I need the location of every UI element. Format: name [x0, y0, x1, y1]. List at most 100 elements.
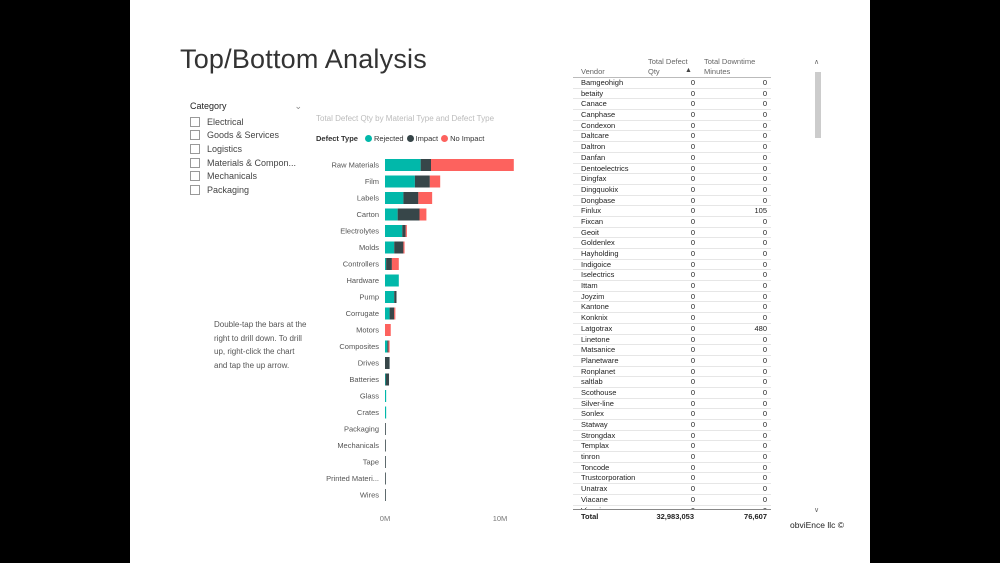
scroll-down-icon[interactable]: ∨	[814, 507, 820, 514]
bar-impact[interactable]	[414, 175, 430, 188]
column-header-vendor[interactable]: Vendor	[581, 67, 605, 76]
table-row[interactable]: Trustcorporation 0 0	[573, 473, 771, 485]
bar-no-impact[interactable]	[405, 225, 407, 237]
category-label[interactable]: Hardware	[346, 276, 379, 285]
table-row[interactable]: Indigoice 0 0	[573, 260, 771, 271]
table-row[interactable]: Dingfax 0 0	[573, 174, 771, 185]
bar-impact[interactable]	[385, 456, 386, 468]
bar-impact[interactable]	[385, 472, 386, 485]
column-header-total-defect-qty[interactable]: Total Defect Qty	[648, 57, 688, 76]
scroll-up-icon[interactable]: ∧	[814, 59, 820, 66]
table-row[interactable]: Strongdax 0 0	[573, 431, 771, 442]
checkbox[interactable]	[190, 184, 200, 195]
bar-impact[interactable]	[385, 489, 386, 501]
table-row[interactable]: Canphase 0 0	[573, 110, 771, 121]
category-label[interactable]: Composites	[339, 342, 379, 351]
bar-impact[interactable]	[389, 307, 395, 320]
table-scrollbar[interactable]: ∧ ∨	[814, 58, 822, 514]
bar-rejected[interactable]	[385, 274, 399, 287]
table-row[interactable]: Danfan 0 0	[573, 153, 771, 164]
table-row[interactable]: Silver-line 0 0	[573, 399, 771, 410]
table-row[interactable]: Unatrax 0 0	[573, 484, 771, 495]
bar-chart[interactable]: Raw Materials Film Labels Carton Electrolyte…	[316, 155, 516, 525]
category-label[interactable]: Printed Materi...	[326, 474, 379, 483]
bar-impact[interactable]	[385, 373, 390, 386]
bar-no-impact[interactable]	[385, 324, 391, 336]
table-row[interactable]: Latgotrax 0 480	[573, 324, 771, 335]
table-row[interactable]: Goldenlex 0 0	[573, 238, 771, 249]
category-label[interactable]: Molds	[359, 243, 379, 252]
table-row[interactable]: Statway 0 0	[573, 420, 771, 431]
table-row[interactable]: Ronplanet 0 0	[573, 367, 771, 378]
table-row[interactable]: betaity 0 0	[573, 89, 771, 100]
bar-rejected[interactable]	[385, 307, 390, 320]
category-label[interactable]: Wires	[360, 491, 379, 500]
bar-impact[interactable]	[420, 159, 431, 171]
category-label[interactable]: Drives	[358, 359, 380, 368]
category-label[interactable]: Glass	[360, 392, 379, 401]
bar-rejected[interactable]	[385, 390, 387, 402]
bar-rejected[interactable]	[385, 373, 386, 386]
legend-label[interactable]: No Impact	[450, 134, 485, 143]
checkbox[interactable]	[190, 116, 200, 127]
chevron-down-icon[interactable]: ⌄	[294, 101, 302, 111]
slicer-item[interactable]: Materials & Compon...	[190, 156, 302, 170]
category-label[interactable]: Crates	[357, 408, 379, 417]
table-row[interactable]: Planetware 0 0	[573, 356, 771, 367]
bar-rejected[interactable]	[385, 192, 404, 204]
bar-rejected[interactable]	[385, 159, 421, 171]
bar-impact[interactable]	[397, 208, 420, 221]
category-label[interactable]: Carton	[356, 210, 379, 219]
slicer-item[interactable]: Logistics	[190, 142, 302, 156]
bar-impact[interactable]	[394, 241, 404, 254]
bar-impact[interactable]	[385, 439, 386, 452]
bar-impact[interactable]	[385, 357, 390, 369]
checkbox[interactable]	[190, 143, 200, 154]
table-row[interactable]: Konknix 0 0	[573, 313, 771, 324]
category-label[interactable]: Controllers	[343, 260, 380, 269]
category-label[interactable]: Pump	[359, 293, 379, 302]
scroll-thumb[interactable]	[815, 72, 821, 138]
table-row[interactable]: Dingquokix 0 0	[573, 185, 771, 196]
category-label[interactable]: Electrolytes	[340, 227, 379, 236]
sort-ascending-icon[interactable]: ▲	[685, 67, 692, 74]
bar-rejected[interactable]	[385, 406, 387, 419]
slicer-header[interactable]: Category ⌄	[190, 101, 302, 115]
slicer-item[interactable]: Mechanicals	[190, 169, 302, 183]
table-row[interactable]: Dongbase 0 0	[573, 196, 771, 207]
slicer-item[interactable]: Goods & Services	[190, 129, 302, 143]
table-row[interactable]: Daltron 0 0	[573, 142, 771, 153]
table-row[interactable]: Finlux 0 105	[573, 206, 771, 217]
table-row[interactable]: Linetone 0 0	[573, 335, 771, 346]
bar-rejected[interactable]	[385, 340, 388, 353]
bar-no-impact[interactable]	[388, 340, 390, 353]
bar-impact[interactable]	[387, 340, 389, 353]
table-row[interactable]: Joyzim 0 0	[573, 292, 771, 303]
bar-rejected[interactable]	[385, 225, 403, 237]
bar-impact[interactable]	[385, 423, 386, 435]
checkbox[interactable]	[190, 171, 200, 182]
bar-impact[interactable]	[403, 192, 419, 204]
slicer-item[interactable]: Packaging	[190, 183, 302, 197]
category-label[interactable]: Raw Materials	[331, 161, 379, 170]
table-row[interactable]: Condexon 0 0	[573, 121, 771, 132]
category-label[interactable]: Tape	[363, 458, 379, 467]
table-row[interactable]: Hayholding 0 0	[573, 249, 771, 260]
table-row[interactable]: tinron 0 0	[573, 452, 771, 463]
checkbox[interactable]	[190, 130, 200, 141]
table-row[interactable]: Bamgeohigh 0 0	[573, 78, 771, 89]
table-row[interactable]: Dentoelectrics 0 0	[573, 164, 771, 175]
bar-rejected[interactable]	[385, 258, 387, 270]
bar-impact[interactable]	[394, 291, 397, 303]
table-row[interactable]: Vivazim 0 0	[573, 506, 771, 510]
bar-rejected[interactable]	[385, 241, 395, 254]
legend-label[interactable]: Rejected	[373, 134, 404, 143]
table-row[interactable]: Ittam 0 0	[573, 281, 771, 292]
table-row[interactable]: Viacane 0 0	[573, 495, 771, 506]
bar-impact[interactable]	[402, 225, 406, 237]
table-row[interactable]: Kantone 0 0	[573, 302, 771, 314]
column-header-total-downtime[interactable]: Total Downtime Minutes	[704, 57, 756, 76]
table-row[interactable]: Daltcare 0 0	[573, 131, 771, 143]
bar-no-impact[interactable]	[418, 192, 433, 204]
bar-no-impact[interactable]	[429, 175, 441, 188]
